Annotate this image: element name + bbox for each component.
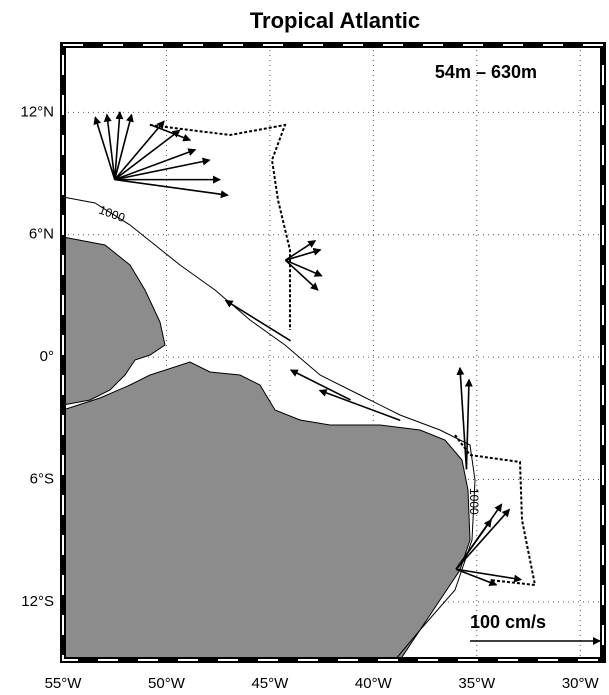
- current-vector: [284, 259, 319, 291]
- current-vector: [289, 369, 351, 401]
- current-vector: [103, 113, 116, 180]
- current-vector: [456, 366, 468, 470]
- x-tick-label: 30°W: [562, 675, 600, 692]
- current-vector: [455, 568, 498, 587]
- current-vector: [285, 259, 323, 277]
- current-vector: [114, 129, 181, 181]
- current-vector: [318, 389, 401, 422]
- current-vector: [464, 378, 473, 470]
- current-vector: [114, 148, 197, 181]
- depth-range: 54m – 630m: [435, 62, 537, 82]
- current-vector: [114, 120, 165, 181]
- contour-label: 1000: [467, 488, 481, 515]
- current-vector: [114, 157, 211, 181]
- current-vector: [284, 240, 317, 261]
- map-title: Tropical Atlantic: [250, 8, 420, 33]
- current-vector: [455, 508, 511, 570]
- current-vector: [455, 519, 492, 570]
- x-tick-label: 45°W: [251, 675, 289, 692]
- current-vector: [113, 111, 124, 180]
- scale-label: 100 cm/s: [470, 612, 546, 632]
- current-vector: [113, 113, 134, 180]
- y-tick-label: 12°S: [21, 593, 54, 610]
- current-vector: [114, 178, 229, 199]
- current-vector: [455, 568, 523, 583]
- y-tick-label: 6°S: [30, 470, 54, 487]
- y-tick-label: 12°N: [20, 103, 54, 120]
- x-tick-label: 55°W: [45, 675, 83, 692]
- x-tick-label: 40°W: [355, 675, 393, 692]
- contour-label: 1000: [97, 203, 127, 225]
- y-tick-label: 0°: [40, 348, 54, 365]
- land: [62, 236, 471, 661]
- y-tick-label: 6°N: [29, 226, 54, 243]
- frame-bars: [62, 44, 604, 661]
- current-vector: [149, 123, 192, 142]
- current-vector: [285, 247, 322, 261]
- current-vector: [93, 116, 116, 180]
- x-tick-label: 35°W: [458, 675, 496, 692]
- current-vector: [224, 299, 292, 342]
- x-tick-label: 50°W: [148, 675, 186, 692]
